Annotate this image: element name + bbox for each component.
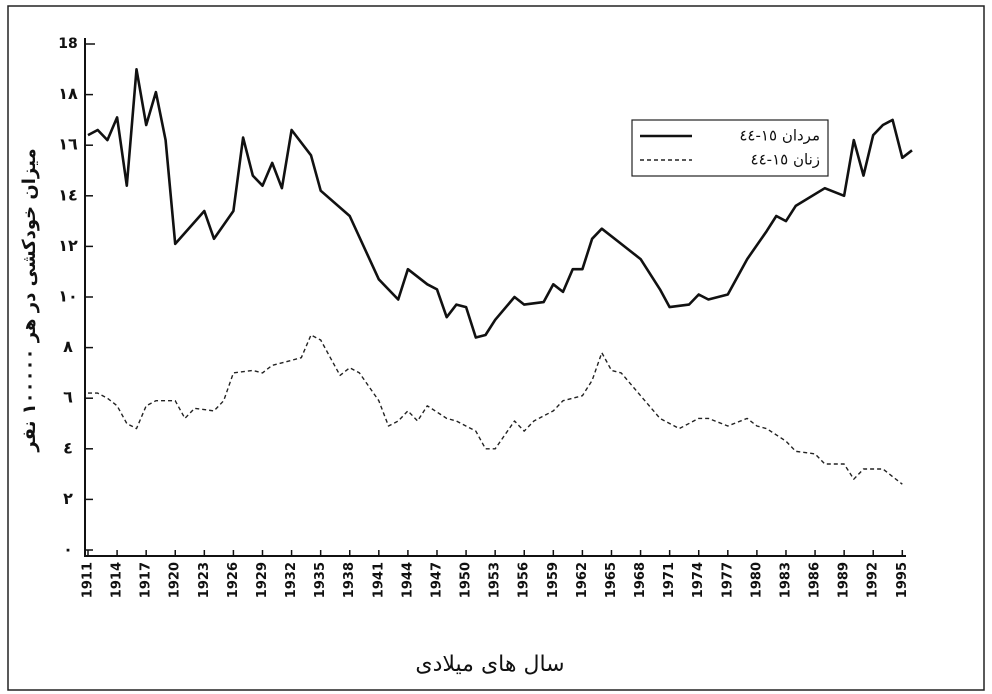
- y-tick-label: ١٤: [58, 185, 78, 204]
- x-tick-label: 1968: [633, 562, 648, 598]
- y-tick-label: ٢: [63, 489, 73, 508]
- x-axis-title: سال های میلادی: [415, 652, 564, 677]
- y-tick-label: 18: [58, 36, 77, 52]
- x-tick-label: 1977: [720, 562, 735, 598]
- y-tick-label: ٠: [63, 540, 73, 559]
- x-tick-label: 1962: [575, 562, 590, 598]
- legend-box: [631, 119, 829, 177]
- x-tick-label: 1992: [866, 562, 881, 598]
- x-tick-label: 1920: [168, 562, 183, 598]
- x-tick-label: 1980: [749, 562, 764, 598]
- x-tick-label: 1917: [139, 562, 154, 598]
- x-tick-label: 1911: [81, 562, 96, 598]
- x-tick-label: 1950: [459, 562, 474, 598]
- x-tick-label: 1944: [400, 562, 415, 598]
- x-tick-label: 1965: [604, 562, 619, 598]
- y-tick-label: ١٢: [58, 236, 78, 255]
- x-tick-label: 1947: [429, 562, 444, 598]
- y-axis-title: میزان خودکشی در هر ١٠٠٠٠٠ نفر: [19, 148, 40, 452]
- x-tick-label: 1941: [371, 562, 386, 598]
- x-tick-label: 1971: [662, 562, 677, 598]
- x-tick-label: 1983: [778, 562, 793, 598]
- x-tick-label: 1929: [255, 562, 270, 598]
- series-line: [87, 68, 913, 339]
- x-tick-label: 1938: [342, 562, 357, 598]
- x-tick-label: 1932: [284, 562, 299, 598]
- legend-label: زنان ١٥-٤٤: [751, 151, 820, 169]
- x-tick-label: 1959: [546, 562, 561, 598]
- y-tick-label: ٨: [63, 337, 73, 356]
- x-tick-label: 1914: [110, 562, 125, 598]
- legend-label: مردان ١٥-٤٤: [739, 127, 820, 145]
- x-tick-label: 1935: [313, 562, 328, 598]
- y-tick-label: ٦: [63, 388, 73, 407]
- series-line: [88, 334, 903, 485]
- x-tick-label: 1956: [517, 562, 532, 598]
- x-tick-label: 1995: [895, 562, 910, 598]
- y-tick-label: ١٨: [58, 84, 78, 103]
- x-tick-label: 1986: [808, 562, 823, 598]
- x-tick-label: 1989: [837, 562, 852, 598]
- x-tick-label: 1953: [488, 562, 503, 598]
- x-tick-label: 1926: [226, 562, 241, 598]
- y-tick-label: ١٠: [58, 287, 78, 306]
- x-tick-label: 1974: [691, 562, 706, 598]
- y-tick-label: ٤: [63, 438, 73, 457]
- x-tick-label: 1923: [197, 562, 212, 598]
- y-tick-label: ١٦: [58, 135, 78, 154]
